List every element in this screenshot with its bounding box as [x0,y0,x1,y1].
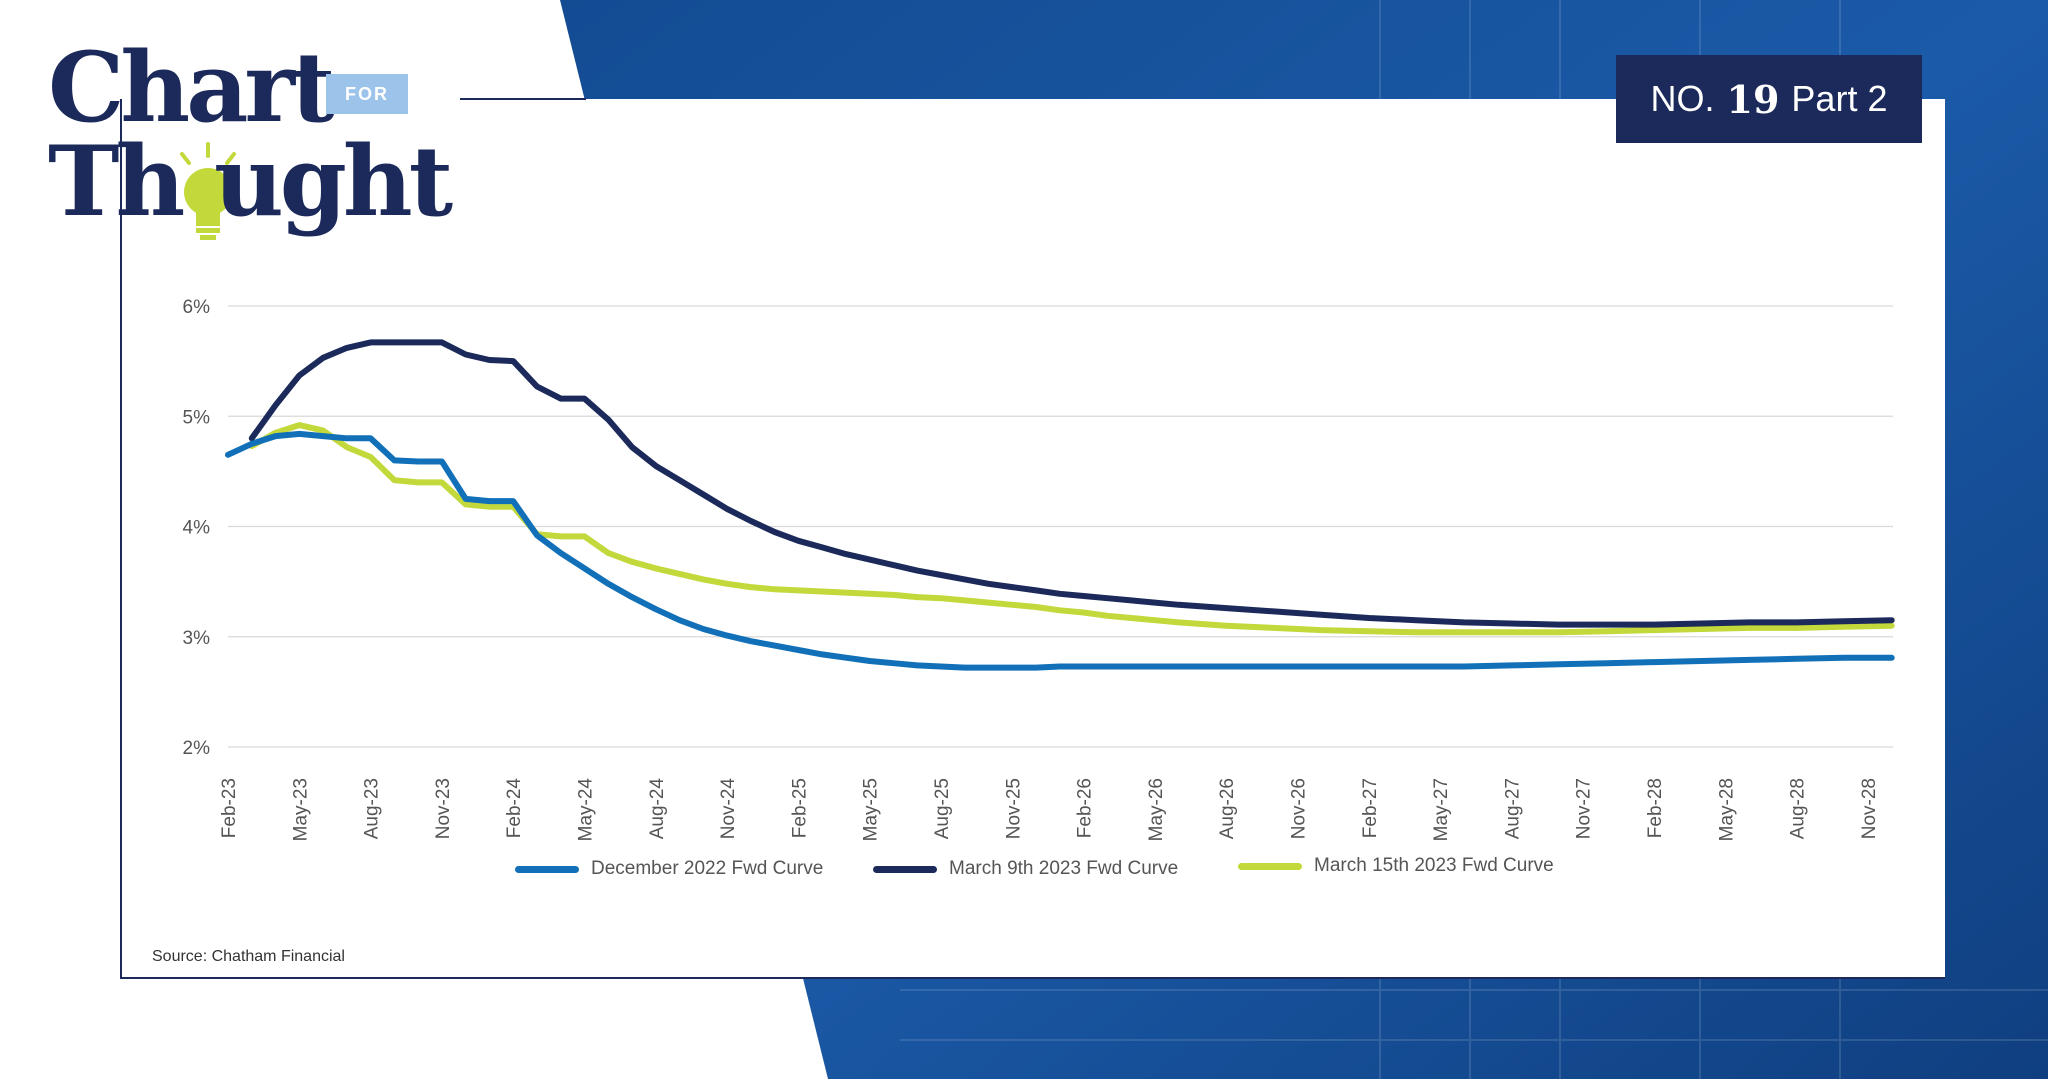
x-tick-label: Nov-27 [1574,778,1595,839]
chart-series [225,339,1895,671]
x-tick-label: Feb-23 [219,778,240,838]
y-tick-label: 4% [183,518,211,539]
y-axis-ticks: 2% 3% 4% 5% 6% [183,297,211,759]
x-tick-label: Feb-26 [1075,778,1096,838]
x-tick-label: Feb-25 [789,778,810,838]
x-tick-label: May-27 [1431,778,1452,841]
x-tick-label: Aug-28 [1788,778,1809,839]
chart-card [120,99,1945,979]
logo-for-tag: FOR [326,74,408,114]
chart-gridlines [228,305,1893,748]
logo-word-chart: Chart [48,31,335,144]
legend-swatch-march-9th-2023 [873,865,937,873]
badge-number: 19 [1726,76,1780,122]
x-tick-label: Nov-26 [1289,778,1310,839]
badge-suffix: Part 2 [1791,78,1888,119]
x-tick-label: Nov-24 [718,778,739,840]
x-tick-label: Nov-23 [433,778,454,839]
legend-swatch-december-2022 [515,865,579,873]
legend-label-december-2022: December 2022 Fwd Curve [591,858,824,879]
chart-for-thought-logo: Chart FOR Th ught [48,40,468,250]
y-tick-label: 6% [183,297,211,318]
x-tick-label: May-24 [576,778,597,842]
x-tick-label: Feb-28 [1645,778,1666,838]
x-tick-label: May-28 [1716,778,1737,841]
legend-item-december-2022: December 2022 Fwd Curve [515,858,823,880]
card-top-rule [460,98,586,100]
issue-badge: NO. 19 Part 2 [1616,55,1922,143]
x-tick-label: Aug-26 [1217,778,1238,839]
x-tick-label: May-26 [1146,778,1167,841]
x-tick-label: Nov-25 [1003,778,1024,839]
x-tick-label: May-23 [290,778,311,841]
legend-label-march-15th-2023: March 15th 2023 Fwd Curve [1314,855,1554,876]
legend-label-march-9th-2023: March 9th 2023 Fwd Curve [949,858,1179,879]
x-tick-label: Aug-23 [362,778,383,839]
y-tick-label: 3% [183,628,211,649]
x-tick-label: Nov-28 [1859,778,1880,839]
lightbulb-icon [180,142,236,240]
legend-item-march-15th-2023: March 15th 2023 Fwd Curve [1238,855,1554,877]
x-tick-label: May-25 [861,778,882,841]
x-tick-label: Aug-25 [932,778,953,839]
y-tick-label: 2% [183,738,211,759]
logo-word-thought-end: ught [214,125,453,238]
y-tick-label: 5% [183,407,211,428]
badge-prefix: NO. [1650,78,1715,119]
logo-word-thought-start: Th [48,125,185,238]
source-note: Source: Chatham Financial [152,948,345,965]
x-tick-label: Aug-24 [647,778,668,840]
x-tick-label: Feb-27 [1360,778,1381,838]
x-tick-label: Aug-27 [1502,778,1523,839]
x-tick-label: Feb-24 [504,778,525,839]
x-axis-ticks: Feb-23 May-23 Aug-23 Nov-23 Feb-24 May-24 Aug-… [219,778,1880,842]
legend-swatch-march-15th-2023 [1238,862,1302,870]
series-line-march-9th-2023 [248,339,1895,628]
series-line-march-15th-2023 [248,422,1895,636]
legend-item-march-9th-2023: March 9th 2023 Fwd Curve [873,858,1178,880]
series-line-december-2022 [225,430,1895,671]
